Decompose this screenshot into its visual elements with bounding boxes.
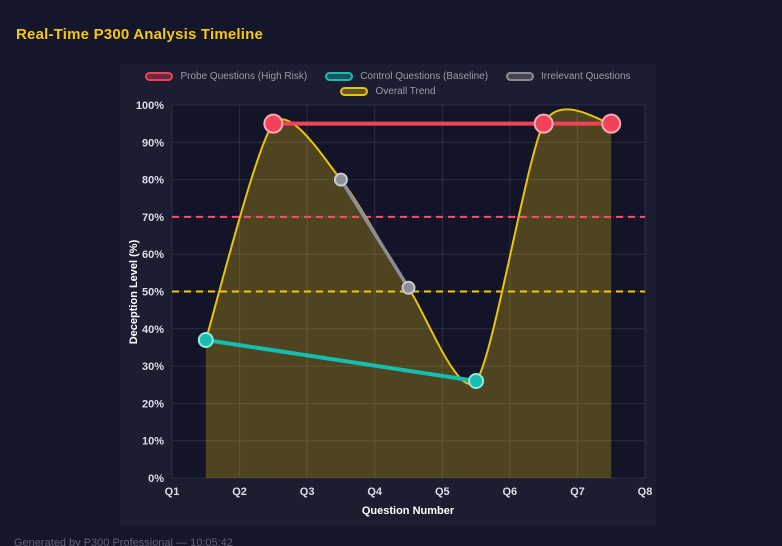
legend-item-probe[interactable]: Probe Questions (High Risk) [145, 71, 307, 82]
y-tick-label: 50% [142, 287, 164, 299]
y-tick-label: 90% [142, 137, 164, 149]
legend-label-trend: Overall Trend [375, 86, 436, 97]
data-point [533, 113, 554, 134]
x-tick-label: Q5 [435, 486, 450, 498]
x-tick-label: Q4 [367, 486, 383, 498]
legend-swatch-trend [340, 87, 369, 96]
page-title: Real-Time P300 Analysis Timeline [16, 26, 264, 43]
legend-row: Overall Trend [340, 86, 436, 97]
legend-label-irrelevant: Irrelevant Questions [541, 71, 631, 82]
x-tick-label: Q3 [300, 486, 315, 498]
x-tick-label: Q7 [570, 486, 585, 498]
data-point [263, 113, 284, 134]
data-point [401, 280, 416, 295]
x-tick-label: Q8 [638, 486, 653, 498]
legend-swatch-control [325, 72, 354, 81]
y-tick-label: 10% [142, 436, 164, 448]
y-axis-title: Deception Level (%) [128, 239, 140, 345]
y-tick-label: 20% [142, 398, 164, 410]
chart-legend: Probe Questions (High Risk) Control Ques… [120, 71, 656, 97]
series-line [339, 177, 411, 290]
data-point [197, 331, 214, 348]
timeline-chart: Q1 Q2 Q3 Q4 Q5 Q6 Q7 Q8 0% 10% 20% 30% 40% 50% 60% 70% 8… [136, 100, 653, 498]
data-point [333, 172, 348, 187]
legend-label-control: Control Questions (Baseline) [360, 71, 489, 82]
data-point [601, 113, 622, 134]
legend-item-trend[interactable]: Overall Trend [340, 86, 436, 97]
y-tick-label: 30% [142, 361, 164, 373]
legend-swatch-probe [145, 72, 174, 81]
legend-item-control[interactable]: Control Questions (Baseline) [325, 71, 488, 82]
footer-note: Generated by P300 Professional — 10:05:4… [14, 537, 233, 546]
y-tick-label: 100% [136, 100, 164, 112]
legend-label-probe: Probe Questions (High Risk) [180, 71, 308, 82]
y-tick-label: 40% [142, 324, 164, 336]
series-line [203, 337, 479, 384]
y-tick-label: 0% [148, 473, 164, 485]
data-point [468, 373, 485, 390]
x-tick-label: Q2 [232, 486, 247, 498]
y-tick-label: 60% [142, 249, 164, 261]
y-tick-label: 70% [142, 212, 164, 224]
x-tick-label: Q1 [165, 486, 180, 498]
chart-panel: Probe Questions (High Risk) Control Ques… [120, 64, 656, 526]
legend-item-irrelevant[interactable]: Irrelevant Questions [506, 71, 631, 82]
x-axis-title: Question Number [361, 505, 455, 517]
legend-swatch-irrelevant [506, 72, 535, 81]
y-tick-label: 80% [142, 175, 164, 187]
legend-row: Probe Questions (High Risk) Control Ques… [145, 71, 631, 82]
x-tick-label: Q6 [503, 486, 518, 498]
